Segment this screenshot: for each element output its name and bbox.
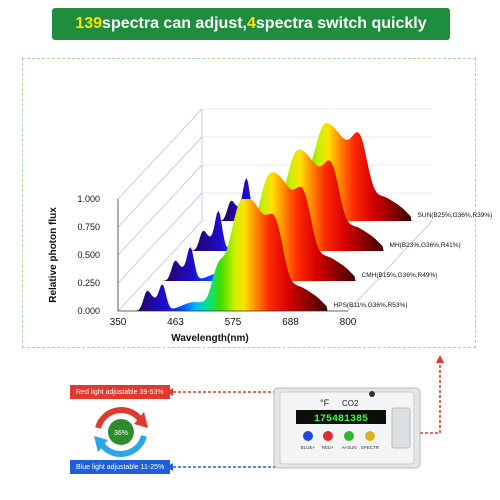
blue-plus-label: BLUE+ bbox=[301, 445, 316, 450]
chart-frame bbox=[22, 58, 476, 348]
x-tick-label: 800 bbox=[340, 317, 357, 328]
fahrenheit-icon: °F bbox=[320, 398, 330, 408]
grid-line bbox=[347, 220, 433, 312]
controller-buttons: BLUE+ RED+ AI-SUN SPECTR bbox=[301, 431, 380, 450]
series-label: CMH(B15%,G36%,R49%) bbox=[362, 272, 438, 279]
spectrum-curves: SUN(B25%,G36%,R39%) MH(B23%,G36%,R41%) CMH… bbox=[133, 122, 493, 311]
controller-panel: °F CO2 175481385 BLUE+ RED+ AI-SUN SPECT… bbox=[273, 387, 421, 469]
headline-banner: 139 spectra can adjust, 4 spectra switch… bbox=[52, 8, 450, 40]
x-axis-label: Wavelength(nm) bbox=[171, 333, 248, 344]
blue-adjust-label: Blue light adjustable 11-25% bbox=[76, 463, 165, 471]
red-plus-label: RED+ bbox=[322, 445, 335, 450]
x-tick-label: 463 bbox=[167, 317, 184, 328]
ai-sun-button[interactable] bbox=[344, 431, 354, 441]
co2-icon: CO2 bbox=[342, 399, 359, 408]
blue-plus-button[interactable] bbox=[303, 431, 313, 441]
center-value: 36% bbox=[114, 430, 128, 437]
led-display-value: 175481385 bbox=[314, 414, 368, 425]
headline-number-switch: 4 bbox=[247, 15, 256, 32]
x-tick-label: 575 bbox=[225, 317, 242, 328]
y-axis-label: Relative photon flux bbox=[48, 207, 59, 303]
adjust-cycle-icon: 36% bbox=[94, 407, 148, 457]
grid-line bbox=[117, 192, 203, 284]
grid-line bbox=[117, 220, 203, 312]
blue-adjust-callout: Blue light adjustable 11-25% bbox=[70, 460, 170, 474]
chart-axes: 350 463 575 688 800 0.000 0.250 0.500 0.750 1.000… bbox=[48, 194, 357, 344]
y-tick-label: 0.250 bbox=[77, 278, 100, 288]
x-tick-label: 688 bbox=[282, 317, 299, 328]
headline-text-2: spectra switch quickly bbox=[255, 15, 427, 32]
red-plus-button[interactable] bbox=[323, 431, 333, 441]
spectrum-curve bbox=[133, 199, 328, 311]
series-label: SUN(B25%,G36%,R39%) bbox=[418, 212, 493, 219]
headline-text-1: spectra can adjust, bbox=[102, 15, 247, 32]
series-label: HPS(B11%,G36%,R53%) bbox=[334, 302, 408, 309]
series-label: MH(B23%,G36%,R41%) bbox=[390, 242, 461, 249]
y-tick-label: 0.000 bbox=[77, 306, 100, 316]
x-tick-label: 350 bbox=[110, 317, 127, 328]
spectr-label: SPECTR bbox=[361, 445, 380, 450]
ai-sun-label: AI-SUN bbox=[341, 445, 356, 450]
y-tick-label: 0.500 bbox=[77, 250, 100, 260]
red-adjust-callout: Red light adjustable 39-53% bbox=[70, 385, 170, 399]
grid-line bbox=[117, 164, 203, 256]
grid-line bbox=[117, 108, 203, 200]
grid-line bbox=[117, 136, 203, 228]
red-adjust-label: Red light adjustable 39-53% bbox=[76, 388, 164, 396]
y-tick-label: 0.750 bbox=[77, 222, 100, 232]
led-display bbox=[296, 410, 386, 424]
y-tick-label: 1.000 bbox=[77, 194, 100, 204]
spectr-button[interactable] bbox=[365, 431, 375, 441]
headline-number-adjust: 139 bbox=[75, 15, 103, 32]
